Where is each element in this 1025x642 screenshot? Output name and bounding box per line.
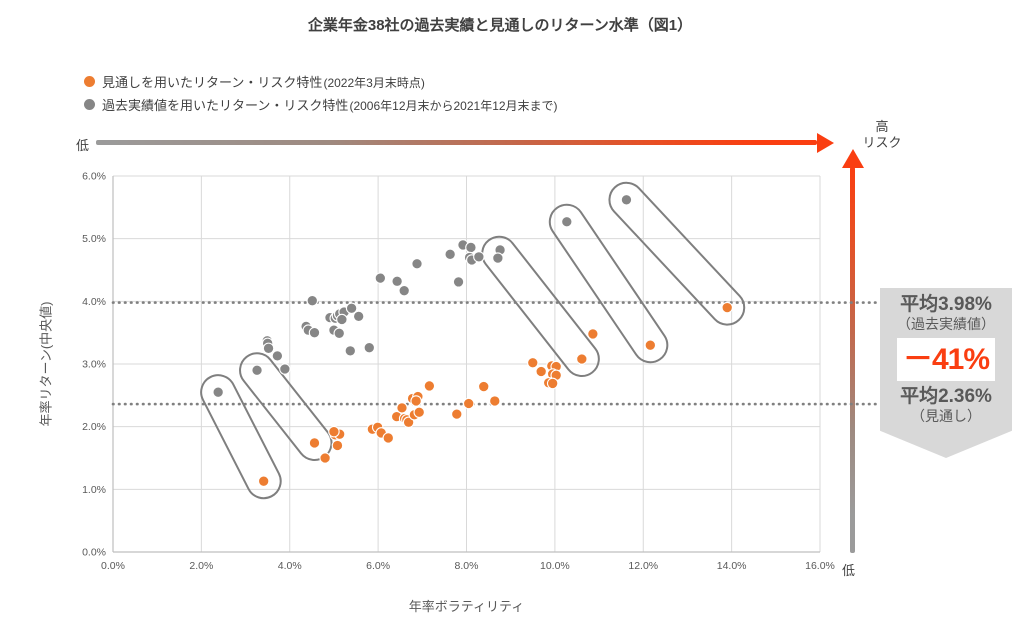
scatter-point-historical (262, 342, 275, 355)
highlight-capsule (608, 181, 746, 326)
mean-historical-value: 平均3.98% (900, 294, 992, 315)
high-risk-line2: リスク (862, 135, 902, 150)
y-tick-label: 3.0% (82, 359, 106, 371)
scatter-point-forecast (721, 301, 733, 314)
scatter-point-historical (444, 248, 456, 261)
scatter-point-forecast (489, 395, 501, 407)
y-axis-title: 年率リターン(中央値) (38, 301, 54, 427)
scatter-point-historical (391, 275, 403, 288)
x-tick-label: 12.0% (628, 560, 658, 572)
x-tick-label: 10.0% (540, 560, 570, 572)
scatter-point-historical (561, 215, 573, 228)
highlight-capsule (481, 235, 600, 377)
scatter-point-forecast (462, 397, 475, 410)
scatter-point-historical (336, 313, 348, 326)
y-tick-label: 1.0% (82, 484, 106, 496)
scatter-point-historical (492, 252, 504, 264)
scatter-point-forecast (331, 439, 344, 452)
scatter-point-historical (344, 345, 357, 357)
scatter-point-forecast (413, 406, 425, 419)
highlight-capsule (548, 203, 669, 364)
figure-title: 企業年金38社の過去実績と見通しのリターン水準（図1） (307, 17, 693, 34)
scatter-point-historical (271, 350, 284, 362)
scatter-point-forecast (308, 437, 321, 449)
x-tick-label: 16.0% (805, 560, 835, 572)
legend-item-forecast: 見通しを用いたリターン・リスク特性 (2022年3月末時点) (84, 73, 425, 90)
h-arrow-low-label: 低 (76, 138, 90, 153)
scatter-point-historical (374, 272, 387, 284)
scatter-point-historical (308, 326, 321, 339)
forecast-dot-icon (84, 75, 95, 87)
scatter-point-historical (363, 341, 376, 354)
y-tick-label: 4.0% (82, 296, 106, 308)
scatter-point-historical (306, 294, 319, 307)
change-value: －41% (902, 343, 990, 376)
x-tick-label: 2.0% (189, 560, 213, 572)
legend-forecast-label: 見通しを用いたリターン・リスク特性 (2022年3月末時点) (102, 74, 425, 90)
scatter-point-forecast (546, 377, 559, 390)
highlight-capsule (200, 374, 282, 500)
legend-item-historical: 過去実績値を用いたリターン・リスク特性 (2006年12月末から2021年12月… (84, 96, 558, 113)
scatter-point-forecast (576, 353, 588, 365)
scatter-point-forecast (535, 365, 547, 378)
scatter-point-forecast (587, 328, 599, 340)
scatter-point-historical (333, 327, 345, 340)
scatter-point-forecast (410, 395, 422, 407)
scatter-point-historical (279, 363, 291, 375)
scatter-point-forecast (319, 452, 331, 464)
scatter-point-forecast (402, 416, 415, 429)
scatter-point-forecast (477, 380, 490, 393)
mean-forecast-value: 平均2.36% (900, 386, 992, 407)
scatter-point-forecast (644, 339, 657, 351)
mean-forecast-caption: （見通し） (911, 408, 981, 424)
h-risk-arrow (96, 140, 817, 145)
scatter-point-historical (473, 251, 485, 263)
v-risk-arrowhead-icon (841, 149, 864, 168)
scatter-point-forecast (396, 402, 408, 414)
scatter-point-forecast (527, 356, 539, 369)
scatter-point-historical (352, 310, 365, 323)
x-tick-label: 14.0% (717, 560, 747, 572)
v-risk-arrow (850, 167, 855, 553)
x-tick-label: 0.0% (101, 560, 125, 572)
scatter-point-forecast (382, 432, 395, 444)
comparison-callout: 平均3.98% （過去実績値） －41% 平均2.36% （見通し） (880, 288, 1012, 458)
y-tick-label: 5.0% (82, 233, 106, 245)
v-arrow-low-label: 低 (842, 563, 856, 578)
high-risk-label: 高 リスク (858, 119, 906, 151)
legend-forecast-period: (2022年3月末時点) (323, 75, 425, 90)
scatter-point-historical (452, 276, 465, 288)
scatter-point-forecast (451, 408, 463, 420)
scatter-point-historical (212, 386, 224, 398)
scatter-point-forecast (257, 475, 270, 487)
y-tick-label: 2.0% (82, 421, 106, 433)
h-risk-arrowhead-icon (817, 132, 834, 153)
historical-dot-icon (84, 98, 95, 110)
scatter-point-historical (345, 302, 358, 314)
mean-historical-caption: （過去実績値） (897, 316, 995, 332)
x-tick-label: 6.0% (366, 560, 390, 572)
x-tick-label: 8.0% (455, 560, 479, 572)
legend-historical-period: (2006年12月末から2021年12月末まで) (349, 98, 558, 113)
x-axis-title: 年率ボラティリティ (408, 599, 525, 614)
y-tick-label: 0.0% (82, 547, 106, 559)
change-box: －41% (897, 338, 995, 381)
scatter-point-historical (620, 194, 633, 206)
y-tick-label: 6.0% (82, 171, 106, 183)
scatter-point-historical (251, 364, 263, 377)
scatter-point-forecast (328, 425, 340, 438)
x-tick-label: 4.0% (278, 560, 302, 572)
scatter-point-historical (411, 257, 423, 270)
scatter-point-historical (465, 241, 477, 254)
high-risk-line1: 高 (875, 119, 889, 134)
legend-historical-label: 過去実績値を用いたリターン・リスク特性 (2006年12月末から2021年12月… (102, 97, 558, 113)
scatter-point-forecast (423, 380, 436, 392)
scatter-point-historical (398, 284, 410, 297)
